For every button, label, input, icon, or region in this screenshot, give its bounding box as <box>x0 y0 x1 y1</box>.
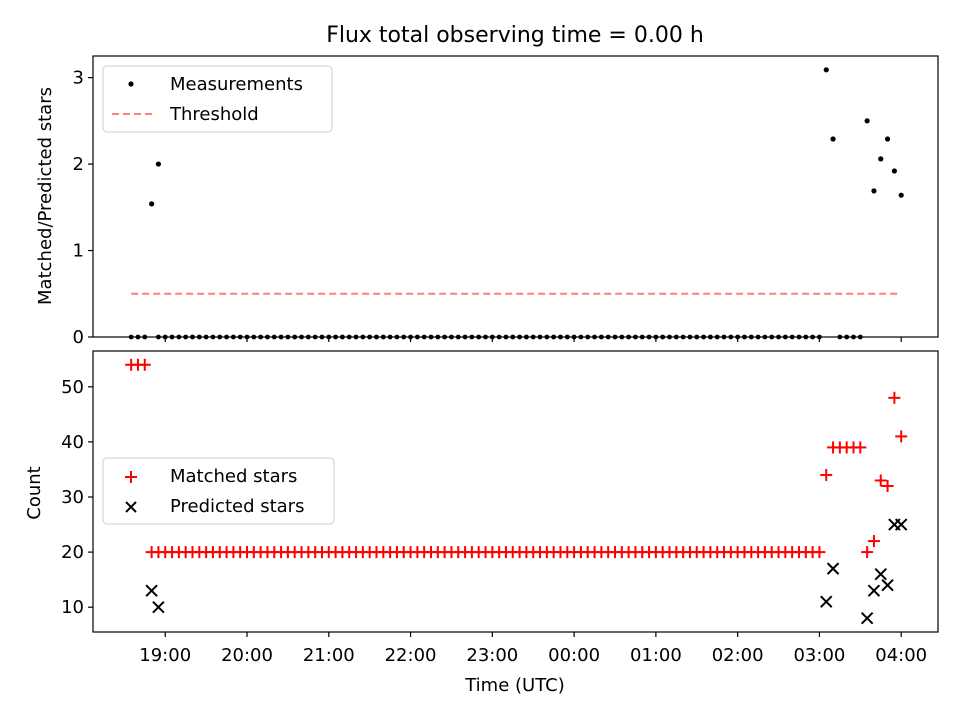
bottom-legend: Matched stars Predicted stars <box>102 457 335 525</box>
bottom-axes-frame <box>92 350 939 633</box>
bottom-y-tick-label: 20 <box>61 542 84 563</box>
bottom-y-axis-label: Count <box>24 466 45 519</box>
top-y-tick-label: 3 <box>73 68 84 89</box>
bottom-y-tick-label: 40 <box>61 432 84 453</box>
matched-star-point <box>854 441 867 454</box>
matched-star-point <box>895 430 908 443</box>
matched-star-point <box>888 391 901 404</box>
predicted-star-point <box>152 600 165 614</box>
legend-matched-marker <box>125 471 137 483</box>
chart-title: Flux total observing time = 0.00 h <box>326 23 704 48</box>
top-plot-panel: 0 1 2 3 Matched/Predicted stars Measurement… <box>35 55 939 348</box>
top-legend-box <box>102 65 333 133</box>
legend-matched-label: Matched stars <box>170 466 297 487</box>
legend-measurements-marker <box>128 81 134 87</box>
measurement-point <box>149 201 155 207</box>
x-tick-label: 20:00 <box>221 645 273 666</box>
measurement-point <box>155 161 162 167</box>
top-y-tick-label: 1 <box>73 241 84 262</box>
x-tick-label: 00:00 <box>548 645 600 666</box>
top-axes-frame <box>92 55 939 338</box>
top-data-marks <box>128 67 904 340</box>
top-y-axis-label: Matched/Predicted stars <box>35 87 56 305</box>
matched-star-point <box>881 479 894 492</box>
matched-star-point <box>813 546 826 559</box>
x-tick-label: 02:00 <box>712 645 764 666</box>
predicted-star-point <box>894 518 908 531</box>
measurement-point <box>891 168 897 174</box>
predicted-star-point <box>867 584 881 597</box>
predicted-star-point <box>145 584 158 597</box>
predicted-star-point <box>826 562 840 575</box>
measurement-point <box>830 136 836 142</box>
x-axis-label: Time (UTC) <box>464 675 565 696</box>
x-tick-label: 03:00 <box>793 645 845 666</box>
x-tick-label: 01:00 <box>630 645 682 666</box>
matched-star-point <box>138 358 151 371</box>
bottom-x-ticks: 19:00 20:00 21:00 22:00 23:00 00:00 01:00 02:00… <box>139 632 927 666</box>
legend-threshold-label: Threshold <box>169 104 259 125</box>
x-tick-label: 22:00 <box>385 645 437 666</box>
bottom-plot-panel: 10 20 30 40 50 19:00 20:00 21:00 22:00 23:00 00:0… <box>24 350 939 696</box>
x-tick-label: 23:00 <box>466 645 518 666</box>
measurement-point <box>884 136 891 142</box>
top-y-ticks: 0 1 2 3 <box>73 68 93 348</box>
bottom-y-tick-label: 30 <box>61 487 84 508</box>
bottom-y-ticks: 10 20 30 40 50 <box>61 377 93 618</box>
measurement-point <box>898 192 904 198</box>
predicted-star-point <box>820 595 833 608</box>
predicted-star-point <box>860 612 874 625</box>
bottom-y-tick-label: 50 <box>61 377 84 398</box>
x-tick-label: 19:00 <box>139 645 191 666</box>
predicted-star-point <box>881 578 894 592</box>
legend-predicted-marker <box>125 501 137 513</box>
measurement-point <box>864 118 870 124</box>
top-y-tick-label: 2 <box>73 154 84 175</box>
legend-predicted-label: Predicted stars <box>170 496 304 517</box>
x-tick-label: 04:00 <box>875 645 927 666</box>
matched-star-point <box>820 468 833 481</box>
matched-star-point <box>861 546 874 559</box>
top-y-tick-label: 0 <box>73 327 84 348</box>
x-tick-label: 21:00 <box>303 645 355 666</box>
measurement-point <box>871 188 877 194</box>
bottom-y-tick-label: 10 <box>61 597 84 618</box>
measurement-point <box>823 67 829 73</box>
matched-star-point <box>874 474 887 487</box>
bottom-data-marks <box>125 358 908 625</box>
top-legend: Measurements Threshold <box>102 65 333 133</box>
measurement-point <box>878 156 884 162</box>
legend-measurements-label: Measurements <box>170 74 303 95</box>
bottom-legend-box <box>102 457 335 525</box>
matched-star-point <box>867 535 880 548</box>
top-x-ticks <box>164 337 902 342</box>
predicted-star-point <box>874 567 887 581</box>
